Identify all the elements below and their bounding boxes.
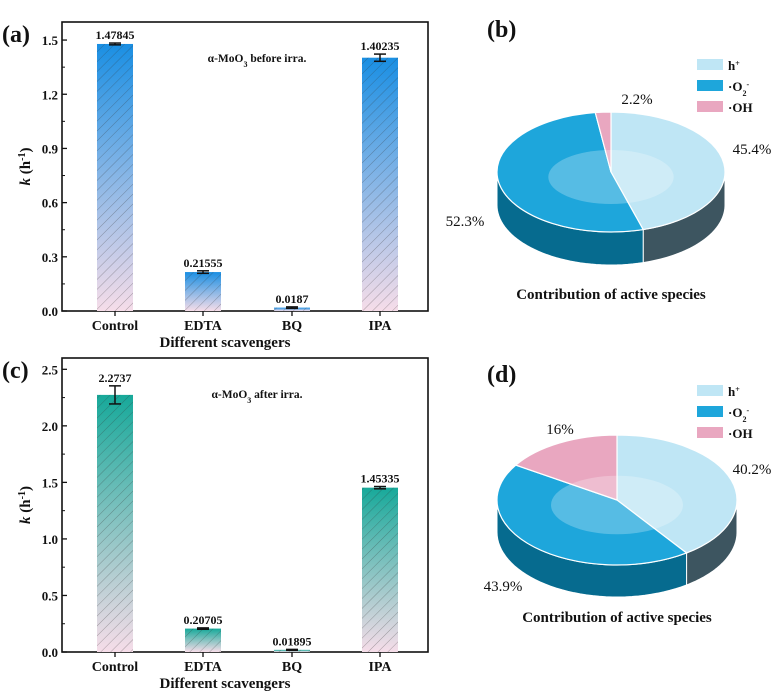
data-label: 0.20705: [184, 613, 223, 627]
legend-swatch-2: [697, 101, 723, 112]
data-label: 2.2737: [99, 371, 132, 385]
y-axis-label: k (h-1): [17, 148, 35, 186]
pie-title: Contribution of active species: [522, 610, 712, 626]
x-tick-label: Control: [92, 660, 139, 675]
data-label: 1.45335: [361, 472, 400, 486]
plot-frame: [61, 21, 429, 312]
pie-highlight: [551, 475, 683, 535]
pie-slice-1: [496, 111, 645, 233]
y-tick-label: 0.0: [42, 304, 58, 319]
bar-hatch: [274, 307, 310, 311]
x-tick-label: EDTA: [184, 660, 223, 675]
y-tick-label: 0.6: [42, 196, 59, 211]
legend-swatch-0: [697, 385, 723, 396]
data-label: 1.40235: [361, 39, 400, 53]
pie-slice-1: [496, 464, 688, 566]
y-tick-label: 1.5: [42, 475, 59, 490]
y-tick-label: 0.9: [42, 141, 59, 156]
legend-swatch-2: [697, 427, 723, 438]
pie-data-label: 52.3%: [446, 214, 485, 230]
panel-label: (b): [487, 17, 516, 43]
plot-frame: [61, 357, 429, 653]
pie-chart-1: (b) 45.4% 52.3% 2.2% Contribution of active …: [446, 17, 772, 303]
y-tick-label: 1.0: [42, 532, 58, 547]
bar-hatch: [185, 272, 221, 311]
pie-data-label: 2.2%: [621, 92, 652, 108]
data-label: 0.21555: [184, 256, 223, 270]
pie-data-label: 45.4%: [733, 142, 772, 158]
pie-title: Contribution of active species: [516, 287, 706, 303]
pie-data-label: 40.2%: [733, 462, 772, 478]
data-label: 1.47845: [96, 28, 135, 42]
pie-chart-3: (d) 40.2% 43.9% 16% Contribution of active s…: [484, 362, 772, 626]
bar-hatch: [362, 487, 398, 652]
y-tick-label: 2.5: [42, 362, 59, 377]
y-tick-label: 1.2: [42, 87, 58, 102]
x-tick-label: IPA: [368, 660, 392, 675]
legend-label: h+: [728, 384, 740, 399]
data-label: 0.01895: [273, 634, 312, 648]
chart-annotation: α-MoO3 after irra.: [211, 389, 302, 405]
pie-highlight: [548, 150, 674, 204]
x-tick-label: Control: [92, 319, 139, 334]
pie-data-label: 43.9%: [484, 579, 523, 595]
y-tick-label: 0.5: [42, 588, 59, 603]
x-axis-label: Different scavengers: [160, 676, 291, 692]
legend-swatch-0: [697, 59, 723, 70]
bar-hatch: [97, 43, 133, 312]
legend-label: ·OH: [728, 100, 753, 115]
bar-chart-2: (c) 0.0 0.5 1.0 1.5 2.0 2.5 k (h-1) α-MoO3 after…: [2, 357, 429, 692]
pie-slice-2: [514, 434, 618, 501]
x-axis-label: Different scavengers: [160, 335, 291, 351]
legend-swatch-1: [697, 406, 723, 417]
bar-hatch: [185, 628, 221, 652]
pie-slice-2: [594, 111, 612, 173]
pie-data-label: 16%: [546, 422, 574, 438]
panel-label: (d): [487, 362, 516, 388]
pie-slice-0: [610, 111, 726, 231]
bar-hatch: [362, 57, 398, 311]
x-tick-label: EDTA: [184, 319, 223, 334]
bar-hatch: [97, 394, 133, 652]
legend-label: h+: [728, 58, 740, 73]
y-axis-label: k (h-1): [17, 486, 35, 524]
bar-chart-0: (a) 0.0 0.3 0.6 0.9 1.2 1.5 k (h-1) α-MoO3 befor…: [2, 21, 429, 351]
y-tick-label: 0.3: [42, 250, 59, 265]
legend-label: ·O2-: [728, 405, 749, 424]
chart-annotation: α-MoO3 before irra.: [208, 53, 307, 69]
legend-swatch-1: [697, 80, 723, 91]
y-tick-label: 1.5: [42, 33, 59, 48]
x-tick-label: BQ: [282, 660, 302, 675]
panel-label: (a): [2, 22, 30, 48]
pie-slice-0: [616, 434, 738, 554]
legend-label: ·OH: [728, 426, 753, 441]
y-tick-label: 0.0: [42, 645, 58, 660]
panel-label: (c): [2, 358, 29, 384]
data-label: 0.0187: [276, 292, 309, 306]
legend-label: ·O2-: [728, 79, 749, 98]
y-tick-label: 2.0: [42, 419, 58, 434]
x-tick-label: BQ: [282, 319, 302, 334]
x-tick-label: IPA: [368, 319, 392, 334]
